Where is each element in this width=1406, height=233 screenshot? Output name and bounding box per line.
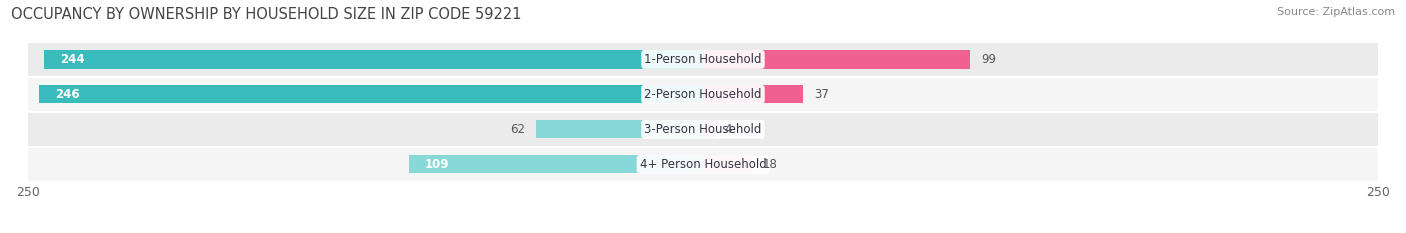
Text: 3-Person Household: 3-Person Household — [644, 123, 762, 136]
Text: 1-Person Household: 1-Person Household — [644, 53, 762, 66]
Text: 246: 246 — [55, 88, 80, 101]
Text: 37: 37 — [814, 88, 828, 101]
Text: 244: 244 — [60, 53, 86, 66]
Text: 99: 99 — [981, 53, 995, 66]
Bar — [39, 85, 703, 103]
Bar — [536, 120, 703, 138]
Bar — [703, 50, 970, 69]
Bar — [28, 147, 1378, 181]
Bar — [703, 85, 803, 103]
Text: OCCUPANCY BY OWNERSHIP BY HOUSEHOLD SIZE IN ZIP CODE 59221: OCCUPANCY BY OWNERSHIP BY HOUSEHOLD SIZE… — [11, 7, 522, 22]
Text: 4: 4 — [724, 123, 733, 136]
Bar — [703, 120, 714, 138]
Text: 2-Person Household: 2-Person Household — [644, 88, 762, 101]
Text: 4+ Person Household: 4+ Person Household — [640, 158, 766, 171]
Bar — [28, 43, 1378, 76]
Text: Source: ZipAtlas.com: Source: ZipAtlas.com — [1277, 7, 1395, 17]
Bar — [409, 155, 703, 173]
Bar — [28, 113, 1378, 146]
Bar — [703, 155, 752, 173]
Text: 18: 18 — [762, 158, 778, 171]
Text: 109: 109 — [425, 158, 450, 171]
Text: 62: 62 — [510, 123, 524, 136]
Bar — [45, 50, 703, 69]
Bar — [28, 78, 1378, 111]
